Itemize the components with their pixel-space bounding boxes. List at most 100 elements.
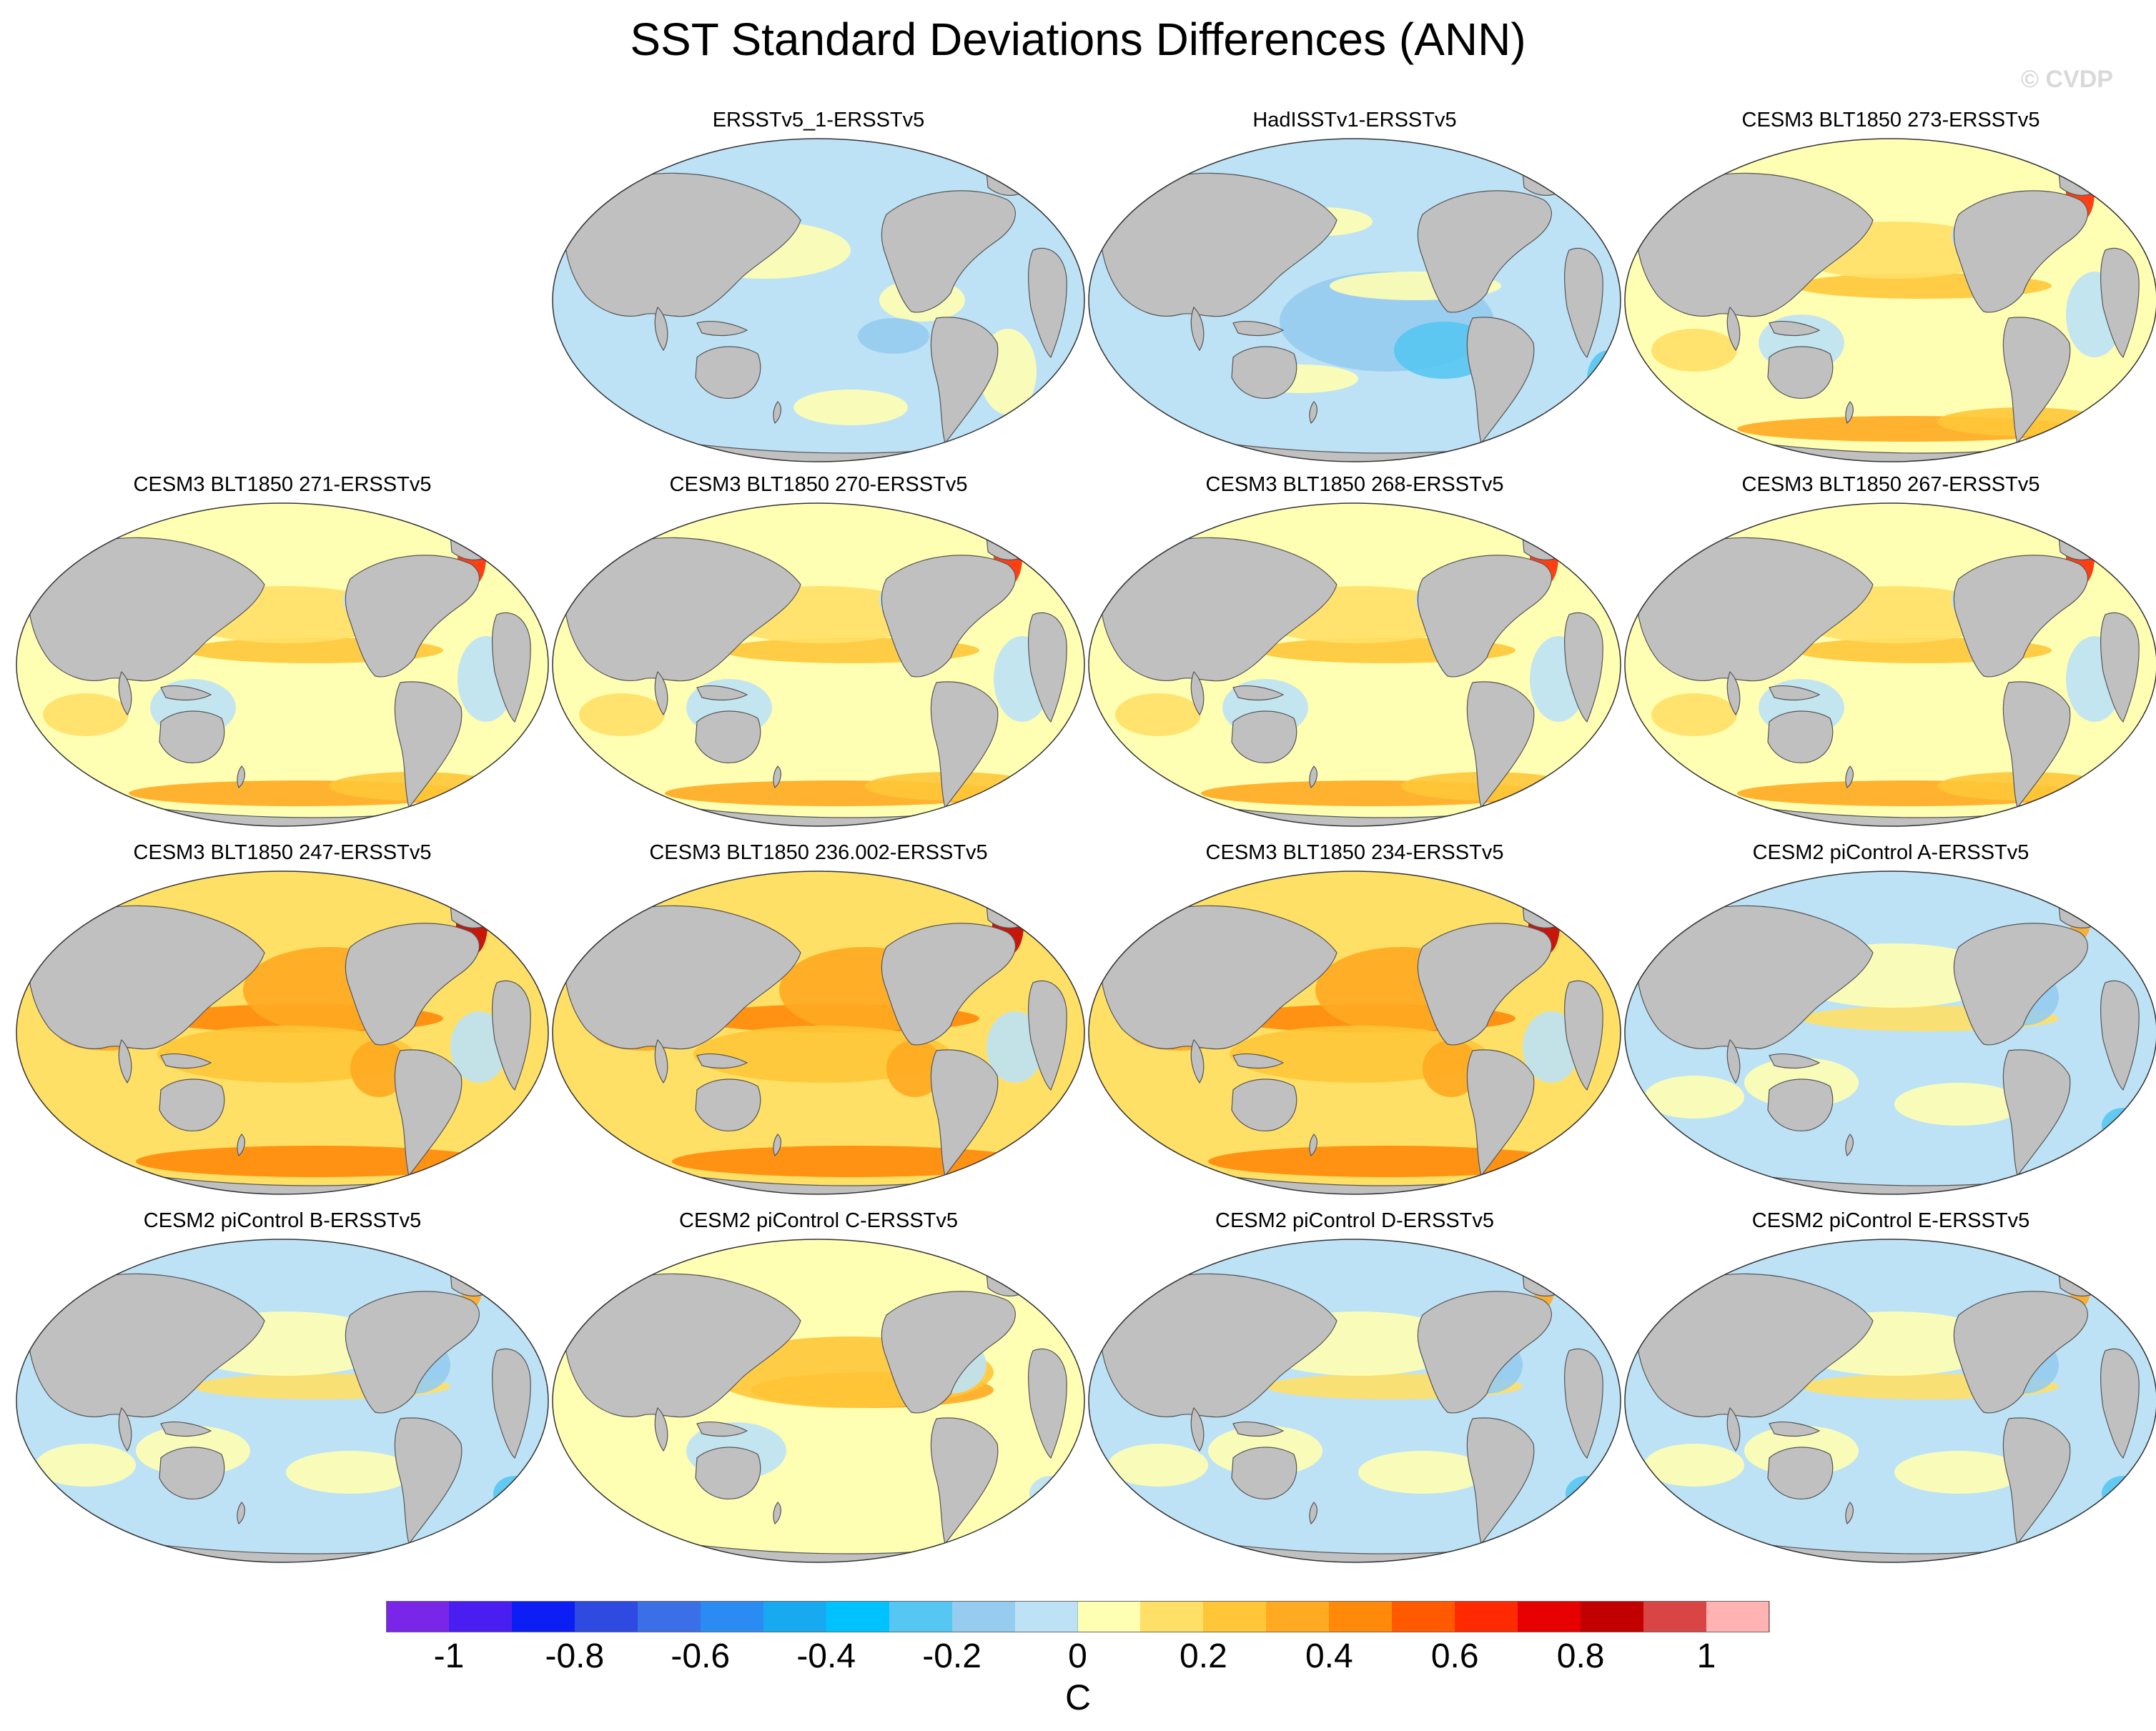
colorbar-box: [951, 1601, 1016, 1632]
map-panel: CESM2 piControl D-ERSSTv5: [1087, 1208, 1623, 1565]
sst-map: [1088, 871, 1621, 1195]
land-maritime: [1769, 321, 1821, 337]
land-north-america: [881, 923, 1016, 1046]
land-maritime: [696, 685, 748, 701]
colorbar: [386, 1601, 1770, 1634]
panel-title: CESM3 BLT1850 267-ERSSTv5: [1741, 473, 2040, 496]
land-north-america: [1417, 190, 1552, 313]
land-africa: [492, 980, 531, 1091]
colorbar-tick-label: 1: [1696, 1637, 1716, 1675]
map-panel: CESM3 BLT1850 236.002-ERSSTv5: [550, 840, 1087, 1197]
map-outline: [552, 502, 1085, 827]
land-nz: [1845, 1134, 1854, 1157]
anomaly-blob: [1644, 1444, 1744, 1487]
colorbar-box: [1266, 1601, 1330, 1632]
anomaly-blob: [43, 693, 129, 736]
land-maritime: [696, 321, 748, 337]
map-outline: [1624, 138, 2156, 462]
land-north-america: [881, 1291, 1016, 1414]
colorbar-box: [1392, 1601, 1456, 1632]
land-india: [1726, 1038, 1741, 1084]
map-outline: [1088, 502, 1621, 827]
panel-title: CESM2 piControl C-ERSSTv5: [679, 1209, 958, 1232]
land-north-america: [345, 1291, 480, 1414]
colorbar-box: [826, 1601, 890, 1632]
land-maritime: [696, 1053, 748, 1069]
anomaly-blob: [1651, 329, 1737, 372]
anomaly-blob: [1644, 1076, 1744, 1119]
sst-map: [1624, 871, 2156, 1195]
land-australia: [1767, 1078, 1834, 1131]
land-north-america: [881, 555, 1016, 678]
colorbar-box: [1329, 1601, 1393, 1632]
land-maritime: [1769, 1053, 1821, 1069]
land-north-america: [1417, 923, 1552, 1046]
land-north-america: [345, 555, 480, 678]
map-panel: CESM3 BLT1850 270-ERSSTv5: [550, 472, 1087, 829]
land-asia: [1099, 537, 1337, 682]
land-nz: [237, 1502, 245, 1525]
anomaly-blob: [1115, 693, 1201, 736]
map-outline: [1088, 1239, 1621, 1563]
land-nz: [1845, 401, 1854, 425]
map-outline: [552, 138, 1085, 462]
panel-title: ERSSTv5_1-ERSSTv5: [712, 109, 925, 132]
land-india: [1190, 1038, 1205, 1084]
anomaly-blob: [136, 1146, 493, 1177]
colorbar-tick-label: -0.2: [922, 1637, 981, 1675]
land-africa: [2100, 980, 2140, 1091]
map-panel: CESM2 piControl B-ERSSTv5: [14, 1208, 550, 1565]
land-australia: [1231, 1078, 1297, 1131]
panel-title: HadISSTv1-ERSSTv5: [1252, 109, 1457, 132]
land-india: [1726, 670, 1741, 716]
land-south-america: [930, 681, 999, 809]
colorbar-tick-label: 0.8: [1556, 1637, 1605, 1675]
land-asia: [563, 537, 801, 682]
anomaly-blob: [1894, 1083, 2023, 1126]
land-africa: [2100, 247, 2140, 359]
sst-map: [552, 1239, 1085, 1563]
land-africa: [1564, 247, 1603, 359]
land-india: [1190, 1407, 1205, 1452]
map-outline: [1624, 871, 2156, 1195]
sst-map: [552, 502, 1085, 827]
land-australia: [695, 1447, 761, 1499]
land-asia: [1099, 1273, 1337, 1418]
land-australia: [1767, 346, 1834, 399]
land-north-america: [881, 190, 1016, 313]
colorbar-box: [1014, 1601, 1079, 1632]
land-south-america: [1466, 1417, 1535, 1545]
colorbar-box: [511, 1601, 575, 1632]
land-africa: [1028, 980, 1067, 1091]
land-australia: [1231, 710, 1297, 763]
map-outline: [16, 1239, 549, 1563]
land-nz: [773, 1134, 781, 1157]
panel-title: CESM2 piControl D-ERSSTv5: [1215, 1209, 1494, 1232]
land-south-america: [394, 681, 463, 809]
colorbar-box: [1581, 1601, 1645, 1632]
colorbar-box: [386, 1601, 450, 1632]
sst-map: [1624, 1239, 2156, 1563]
land-south-america: [2002, 1417, 2071, 1545]
land-africa: [2100, 1348, 2140, 1459]
colorbar-tick-label: 0: [1068, 1637, 1087, 1675]
land-south-america: [2002, 317, 2071, 445]
land-asia: [563, 905, 801, 1050]
colorbar-box: [700, 1601, 764, 1632]
land-south-america: [1466, 1049, 1535, 1177]
map-outline: [1088, 871, 1621, 1195]
land-asia: [27, 537, 265, 682]
anomaly-blob: [822, 1451, 951, 1494]
map-outline: [552, 1239, 1085, 1563]
land-australia: [159, 710, 225, 763]
land-maritime: [1232, 685, 1285, 701]
land-maritime: [1769, 685, 1821, 701]
land-nz: [773, 1502, 781, 1525]
land-australia: [1767, 710, 1834, 763]
land-africa: [1028, 1348, 1067, 1459]
map-outline: [16, 871, 549, 1195]
anomaly-blob: [858, 318, 929, 354]
panel-title: CESM3 BLT1850 273-ERSSTv5: [1741, 109, 2040, 132]
land-nz: [237, 765, 245, 789]
panel-title: CESM3 BLT1850 270-ERSSTv5: [669, 473, 968, 496]
